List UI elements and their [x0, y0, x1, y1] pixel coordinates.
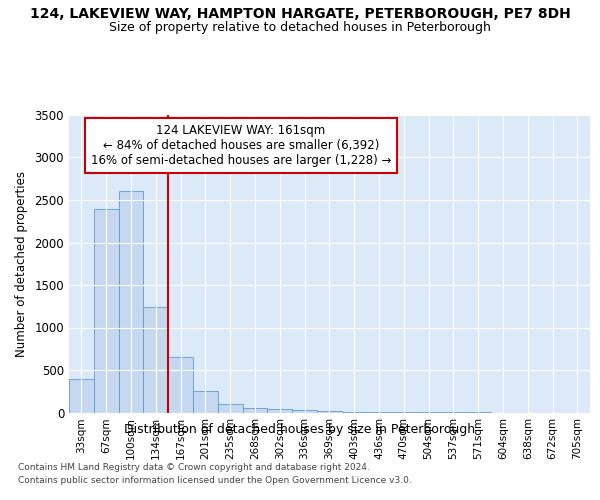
Bar [193, 390, 218, 412]
Bar [143, 307, 168, 412]
Bar [317, 411, 342, 412]
Text: Size of property relative to detached houses in Peterborough: Size of property relative to detached ho… [109, 21, 491, 34]
Text: Contains HM Land Registry data © Crown copyright and database right 2024.: Contains HM Land Registry data © Crown c… [18, 462, 370, 471]
Bar [69, 379, 94, 412]
Text: Distribution of detached houses by size in Peterborough: Distribution of detached houses by size … [124, 422, 476, 436]
Y-axis label: Number of detached properties: Number of detached properties [14, 171, 28, 357]
Bar [94, 210, 119, 412]
Text: 124 LAKEVIEW WAY: 161sqm
← 84% of detached houses are smaller (6,392)
16% of sem: 124 LAKEVIEW WAY: 161sqm ← 84% of detach… [91, 124, 391, 167]
Bar [218, 404, 242, 412]
Bar [168, 358, 193, 412]
Bar [268, 408, 292, 412]
Text: Contains public sector information licensed under the Open Government Licence v3: Contains public sector information licen… [18, 476, 412, 485]
Bar [292, 410, 317, 412]
Bar [242, 408, 268, 412]
Bar [119, 192, 143, 412]
Text: 124, LAKEVIEW WAY, HAMPTON HARGATE, PETERBOROUGH, PE7 8DH: 124, LAKEVIEW WAY, HAMPTON HARGATE, PETE… [29, 8, 571, 22]
